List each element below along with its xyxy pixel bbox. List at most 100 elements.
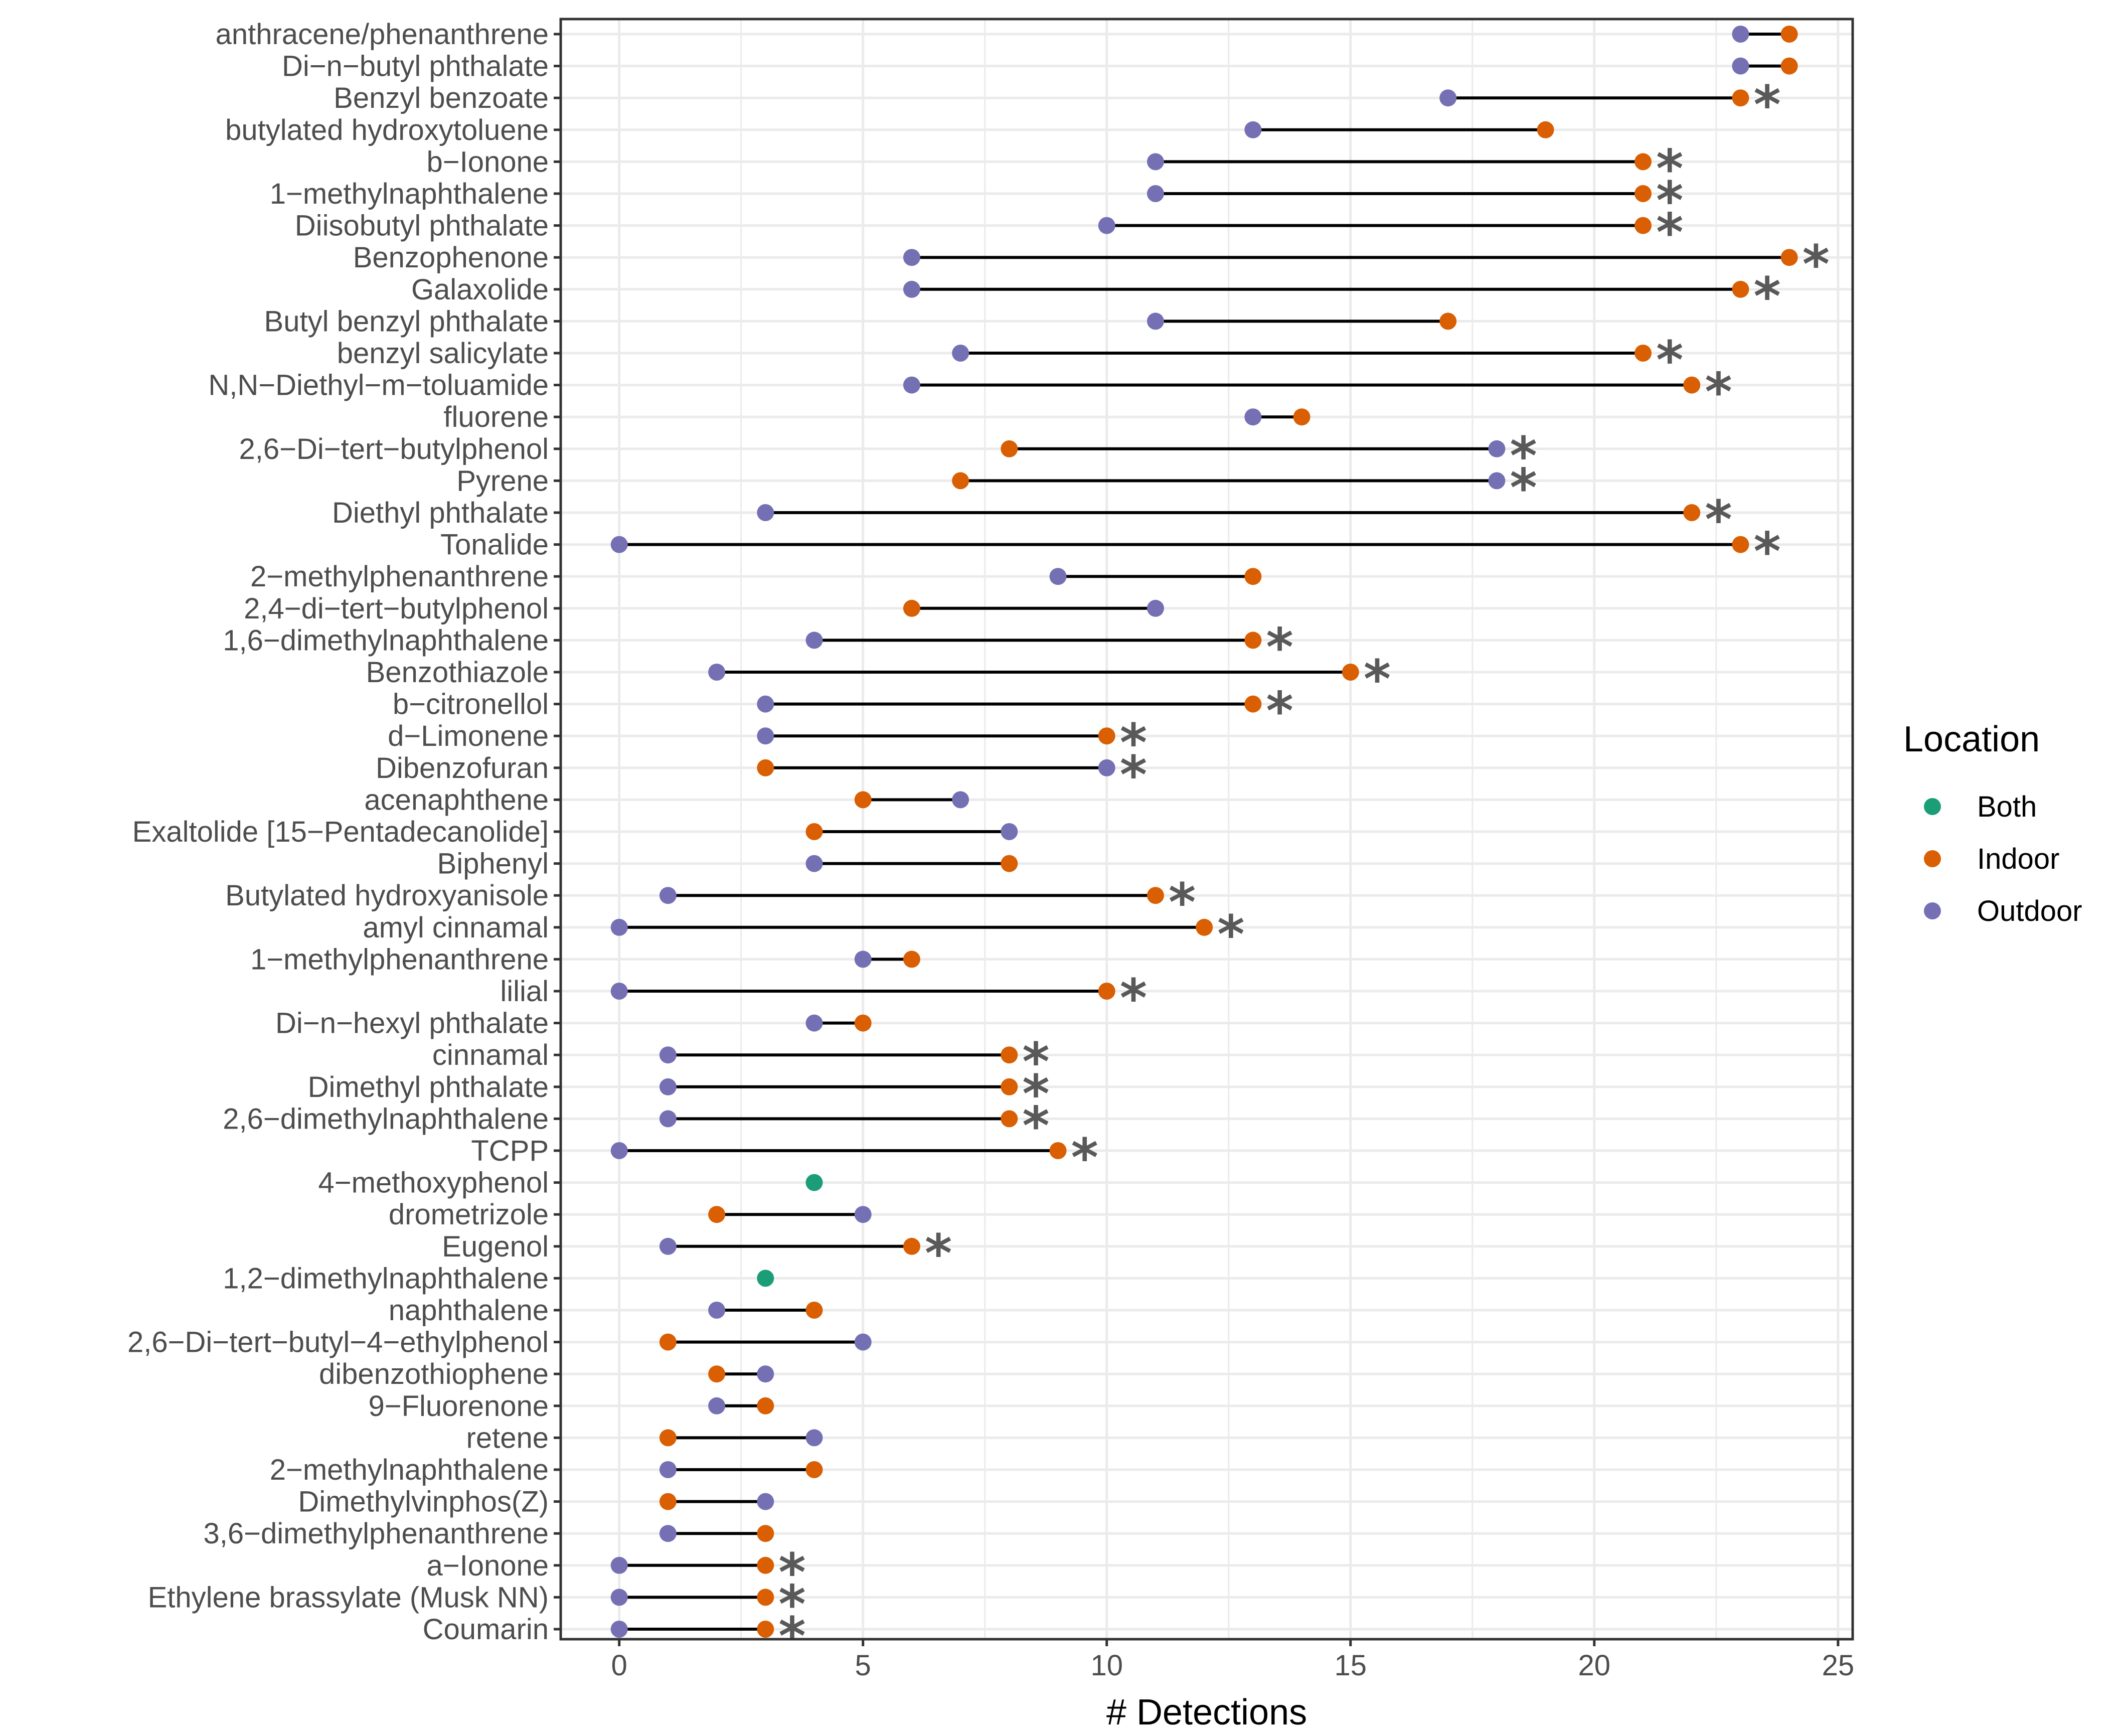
significance-star: *	[1510, 457, 1537, 518]
y-tick-label: TCPP	[471, 1135, 549, 1167]
y-tick-label: 4−methoxyphenol	[318, 1167, 549, 1199]
point-outdoor	[1244, 408, 1262, 426]
point-outdoor	[805, 855, 823, 872]
legend: Location Both Indoor Outdoor	[1903, 719, 2082, 927]
y-tick-label: naphthalene	[389, 1294, 549, 1327]
legend-key-indoor	[1924, 850, 1941, 867]
point-indoor	[1683, 376, 1701, 394]
y-tick-label: Pyrene	[456, 464, 549, 497]
point-indoor	[1001, 855, 1018, 872]
y-tick-label: 1−methylnaphthalene	[270, 178, 549, 210]
point-indoor	[1732, 536, 1749, 553]
point-outdoor	[854, 1333, 872, 1351]
point-outdoor	[610, 536, 628, 553]
y-tick-label: Benzophenone	[353, 241, 549, 274]
y-tick-label: acenaphthene	[364, 783, 549, 816]
significance-star: *	[1656, 138, 1683, 199]
point-both	[805, 1174, 823, 1191]
point-indoor	[708, 1206, 726, 1223]
y-tick-label: Butylated hydroxyanisole	[225, 879, 549, 912]
point-indoor	[1001, 1078, 1018, 1095]
point-indoor	[1780, 57, 1798, 75]
significance-star: *	[1705, 362, 1732, 423]
point-outdoor	[1098, 759, 1115, 776]
y-tick-label: Ethylene brassylate (Musk NN)	[148, 1581, 549, 1614]
y-tick-label: Galaxolide	[411, 273, 549, 306]
point-indoor	[757, 1556, 774, 1574]
point-outdoor	[708, 1302, 726, 1319]
significance-star: *	[1120, 744, 1147, 806]
legend-label-indoor: Indoor	[1977, 843, 2059, 875]
point-outdoor	[1147, 312, 1164, 330]
point-indoor	[757, 1397, 774, 1414]
significance-star: *	[778, 1606, 805, 1667]
point-indoor	[1780, 249, 1798, 266]
point-indoor	[1635, 153, 1652, 171]
point-outdoor	[1244, 121, 1262, 138]
point-outdoor	[903, 249, 920, 266]
significance-star: *	[1120, 712, 1147, 773]
y-tick-label: 1,2−dimethylnaphthalene	[223, 1262, 549, 1295]
y-tick-label: cinnamal	[432, 1039, 549, 1071]
x-tick-label: 0	[611, 1649, 627, 1682]
significance-star: *	[1022, 1095, 1049, 1156]
point-indoor	[757, 1525, 774, 1542]
significance-star: *	[1753, 266, 1780, 327]
point-indoor	[1780, 26, 1798, 43]
point-outdoor	[610, 1621, 628, 1638]
y-tick-label: Exaltolide [15−Pentadecanolide]	[132, 816, 549, 848]
y-tick-label: 2−methylphenanthrene	[250, 560, 549, 593]
significance-star: *	[1169, 872, 1196, 933]
point-outdoor	[610, 983, 628, 1000]
point-outdoor	[805, 1014, 823, 1032]
x-tick-label: 20	[1578, 1649, 1611, 1682]
significance-star: *	[1705, 489, 1732, 550]
y-tick-label: Dimethylvinphos(Z)	[298, 1486, 549, 1518]
y-tick-label: 2,6−Di−tert−butylphenol	[239, 433, 549, 465]
point-outdoor	[903, 376, 920, 394]
legend-key-both	[1924, 798, 1941, 815]
point-outdoor	[757, 504, 774, 521]
point-indoor	[1001, 1046, 1018, 1064]
y-tick-label: retene	[466, 1422, 549, 1454]
y-tick-label: lilial	[500, 975, 549, 1008]
point-indoor	[1001, 440, 1018, 457]
significance-star: *	[1656, 170, 1683, 231]
y-tick-label: Diethyl phthalate	[332, 497, 549, 529]
point-indoor	[1635, 185, 1652, 202]
point-indoor	[903, 599, 920, 617]
y-tick-label: 2,4−di−tert−butylphenol	[244, 592, 549, 625]
significance-star: *	[1022, 1031, 1049, 1092]
y-tick-label: 3,6−dimethylphenanthrene	[204, 1517, 549, 1550]
point-outdoor	[1147, 185, 1164, 202]
significance-star: *	[1656, 330, 1683, 391]
y-tick-label: anthracene/phenanthrene	[216, 18, 549, 51]
point-indoor	[1683, 504, 1701, 521]
significance-star: *	[1266, 681, 1293, 742]
y-tick-label: butylated hydroxytoluene	[225, 114, 549, 146]
point-indoor	[708, 1365, 726, 1383]
x-axis: 0 5 10 15 20 25	[611, 1639, 1854, 1682]
point-indoor	[1635, 345, 1652, 362]
point-outdoor	[757, 695, 774, 713]
y-tick-label: 9−Fluorenone	[368, 1390, 549, 1423]
point-outdoor	[708, 664, 726, 681]
y-tick-label: a−Ionone	[426, 1549, 549, 1582]
point-indoor	[1439, 312, 1457, 330]
point-outdoor	[1001, 823, 1018, 840]
point-indoor	[1244, 568, 1262, 585]
x-tick-label: 5	[855, 1649, 871, 1682]
point-indoor	[1098, 983, 1115, 1000]
point-indoor	[805, 1302, 823, 1319]
y-tick-label: Benzyl benzoate	[334, 82, 549, 114]
point-indoor	[854, 791, 872, 809]
point-indoor	[1244, 632, 1262, 649]
point-outdoor	[659, 1078, 677, 1095]
point-indoor	[1293, 408, 1311, 426]
point-outdoor	[805, 632, 823, 649]
point-outdoor	[1488, 472, 1506, 490]
y-tick-label: 2−methylnaphthalene	[270, 1454, 549, 1486]
point-indoor	[1147, 887, 1164, 904]
significance-star: *	[1753, 521, 1780, 582]
